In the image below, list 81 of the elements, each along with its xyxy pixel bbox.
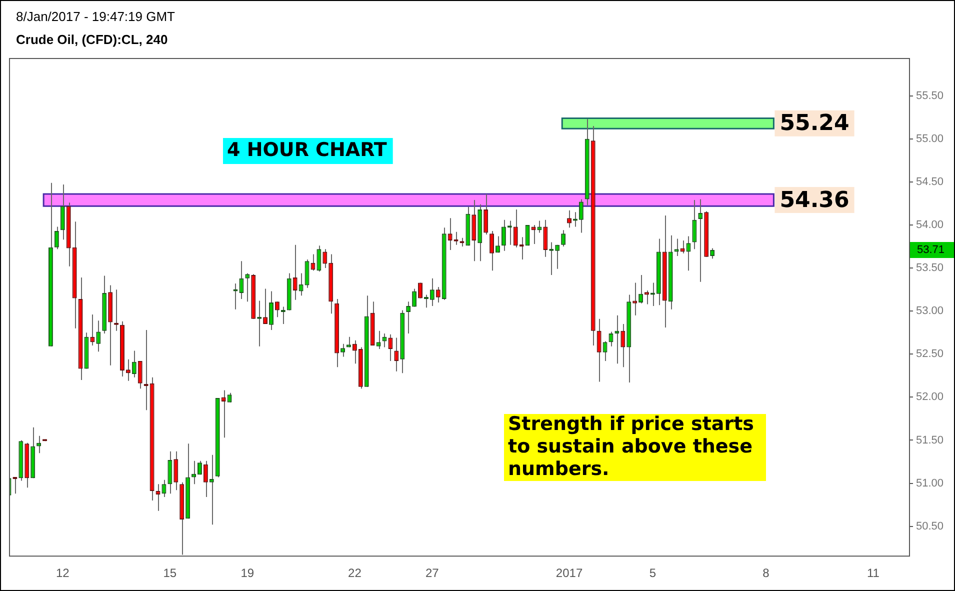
candlestick [316, 245, 322, 272]
candlestick [132, 350, 136, 378]
candlestick [543, 219, 548, 258]
candlestick [496, 236, 500, 254]
candlestick [394, 337, 399, 372]
candlestick [513, 209, 518, 248]
candlestick [138, 360, 142, 390]
candlestick [90, 314, 95, 346]
candlestick [36, 435, 42, 454]
annotation: 4 HOUR CHART [227, 138, 387, 161]
y-tick-label: 54.00 [916, 219, 944, 232]
candlestick [239, 260, 244, 300]
y-tick-label: 53.00 [916, 305, 944, 318]
candlestick [448, 218, 452, 250]
annotation: Strength if price starts to sustain above these numbers. [508, 413, 754, 480]
candlestick [322, 248, 328, 269]
candlestick [698, 198, 703, 282]
chart-title: Crude Oil, (CFD):CL, 240 [16, 32, 168, 47]
candlestick [537, 220, 542, 234]
candlestick [555, 244, 560, 270]
candlestick [263, 288, 268, 325]
y-tick-label: 54.50 [916, 176, 944, 188]
candlestick [352, 340, 357, 364]
x-tick-label: 27 [426, 566, 440, 580]
candlestick [54, 226, 59, 250]
candlestick [692, 200, 697, 250]
candlestick [561, 230, 566, 248]
x-tick-label: 5 [649, 566, 656, 580]
candlestick [126, 358, 130, 382]
x-tick-label: 19 [240, 566, 254, 580]
candlestick [710, 248, 715, 260]
band-label: 55.24 [780, 111, 850, 136]
candlestick [490, 230, 494, 272]
band-label: 54.36 [780, 188, 850, 213]
candlestick [578, 198, 584, 234]
candlestick [221, 390, 226, 438]
y-tick-label: 50.50 [916, 520, 944, 532]
candlestick [203, 460, 208, 498]
y-tick-label: 51.00 [916, 477, 944, 490]
candlestick [484, 194, 488, 235]
candlestick [274, 301, 280, 318]
candlestick [376, 330, 381, 350]
y-tick-label: 51.50 [916, 434, 944, 446]
x-tick-label: 22 [348, 566, 362, 580]
candlestick [60, 184, 65, 240]
y-tick-label: 53.50 [916, 262, 944, 274]
annotation: 53.71 [917, 244, 945, 256]
candlestick [525, 224, 530, 246]
candlestick [168, 450, 172, 494]
candlestick [567, 210, 572, 228]
candlestick [602, 340, 608, 362]
x-tick-label: 12 [56, 566, 70, 580]
x-tick-label: 2017 [556, 566, 583, 580]
candlestick [472, 200, 476, 262]
x-tick-label: 8 [762, 566, 770, 580]
chart-subtitle: 8/Jan/2017 - 19:47:19 GMT [16, 9, 175, 24]
candlestick [292, 244, 298, 300]
candlestick [209, 454, 214, 526]
candlestick [310, 254, 316, 272]
candlestick [620, 324, 626, 368]
y-tick-label: 52.00 [916, 391, 944, 404]
y-tick-label: 55.50 [916, 90, 944, 102]
candlestick [298, 272, 304, 296]
candlestick [596, 318, 602, 382]
candlestick [340, 343, 346, 358]
candlestick [269, 290, 274, 331]
candlestick [501, 219, 506, 252]
candlestick [436, 286, 440, 303]
candlestick [388, 334, 393, 362]
candlestick [96, 320, 101, 352]
y-tick-label: 55.00 [916, 132, 944, 145]
x-tick-label: 15 [163, 566, 177, 580]
candlestick [406, 301, 411, 334]
candlestick [245, 272, 250, 302]
candlestick [412, 288, 417, 308]
candlestick [638, 274, 644, 304]
candlestick [162, 479, 166, 498]
x-tick-label: 11 [867, 566, 880, 580]
candlestick [174, 450, 178, 491]
candlestick [686, 236, 691, 272]
y-tick-label: 52.50 [916, 348, 944, 360]
